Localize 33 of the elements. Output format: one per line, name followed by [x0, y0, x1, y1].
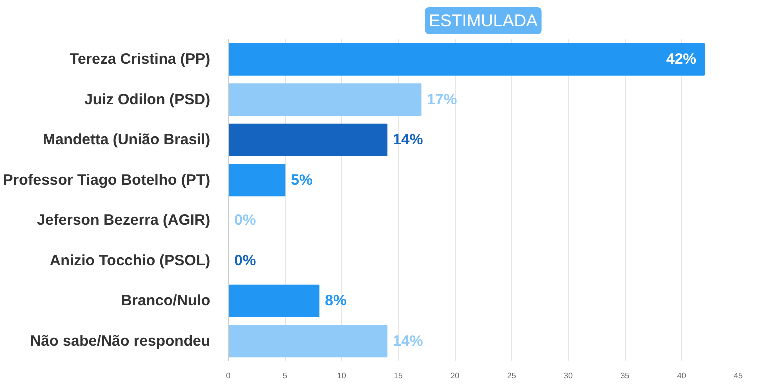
- bar: [228, 284, 320, 318]
- x-tick-label: 40: [677, 372, 687, 380]
- x-tick-label: 30: [564, 372, 574, 380]
- data-label: 14%: [393, 332, 424, 350]
- y-tick-label: Branco/Nulo: [121, 292, 211, 310]
- x-tick-label: 35: [620, 372, 630, 380]
- y-tick-label: Professor Tiago Botelho (PT): [3, 172, 211, 189]
- chart-title: ESTIMULADA: [429, 12, 538, 30]
- data-label: 42%: [666, 51, 697, 68]
- data-label: 0%: [234, 212, 256, 230]
- data-label: 8%: [325, 292, 347, 310]
- y-tick-label: Mandetta (União Brasil): [42, 132, 211, 149]
- bar: [228, 325, 388, 358]
- x-tick-label: 45: [734, 372, 744, 380]
- x-tick-label: 0: [226, 372, 232, 380]
- y-tick-label: Não sabe/Não respondeu: [30, 332, 211, 350]
- data-label: 14%: [393, 132, 424, 149]
- data-label: 0%: [234, 252, 256, 270]
- y-tick-label: Anizio Tocchio (PSOL): [50, 252, 211, 270]
- y-tick-label: Tereza Cristina (PP): [70, 51, 211, 68]
- bar: [228, 124, 388, 156]
- x-tick-label: 15: [394, 372, 404, 380]
- x-tick-label: 25: [507, 372, 517, 380]
- data-label: 17%: [427, 91, 458, 108]
- bar: [228, 43, 705, 76]
- x-tick-label: 20: [450, 372, 460, 380]
- y-tick-label: Jeferson Bezerra (AGIR): [37, 212, 211, 230]
- x-tick-label: 10: [337, 372, 347, 380]
- y-tick-label: Juiz Odilon (PSD): [84, 91, 211, 108]
- bar: [228, 84, 422, 116]
- bar: [228, 164, 286, 197]
- x-tick-label: 5: [282, 372, 288, 380]
- data-label: 5%: [291, 172, 313, 189]
